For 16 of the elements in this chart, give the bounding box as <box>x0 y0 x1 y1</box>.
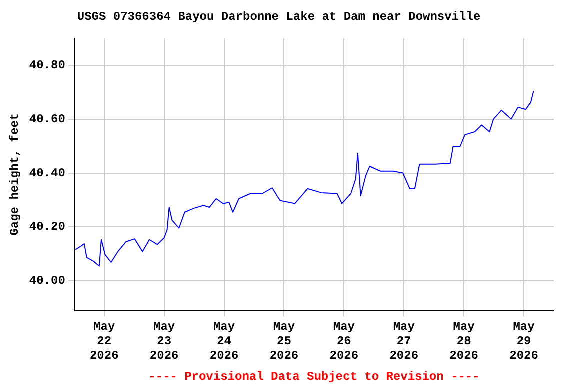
y-tick-label: 40.40 <box>29 166 66 180</box>
x-tick-label: May 26 2026 <box>330 320 359 363</box>
y-tick-label: 40.00 <box>29 274 66 288</box>
y-tick-label: 40.80 <box>29 58 66 72</box>
x-tick-label: May 22 2026 <box>90 320 119 363</box>
y-tick-label: 40.20 <box>29 220 66 234</box>
y-axis-title: Gage height, feet <box>8 113 22 236</box>
x-tick-label: May 28 2026 <box>450 320 478 363</box>
x-tick-label: May 29 2026 <box>510 320 538 363</box>
x-tick-label: May 27 2026 <box>390 320 419 363</box>
x-tick-label: May 24 2026 <box>210 320 239 363</box>
x-tick-label: May 25 2026 <box>270 320 299 363</box>
text: ---- Provisional Data Subject to Revision ---- <box>148 370 480 384</box>
chart-title: USGS 07366364 Bayou Darbonne Lake at Dam near Downsville <box>77 10 481 24</box>
x-tick-label: May 23 2026 <box>150 320 179 363</box>
y-tick-label: 40.60 <box>29 112 66 126</box>
